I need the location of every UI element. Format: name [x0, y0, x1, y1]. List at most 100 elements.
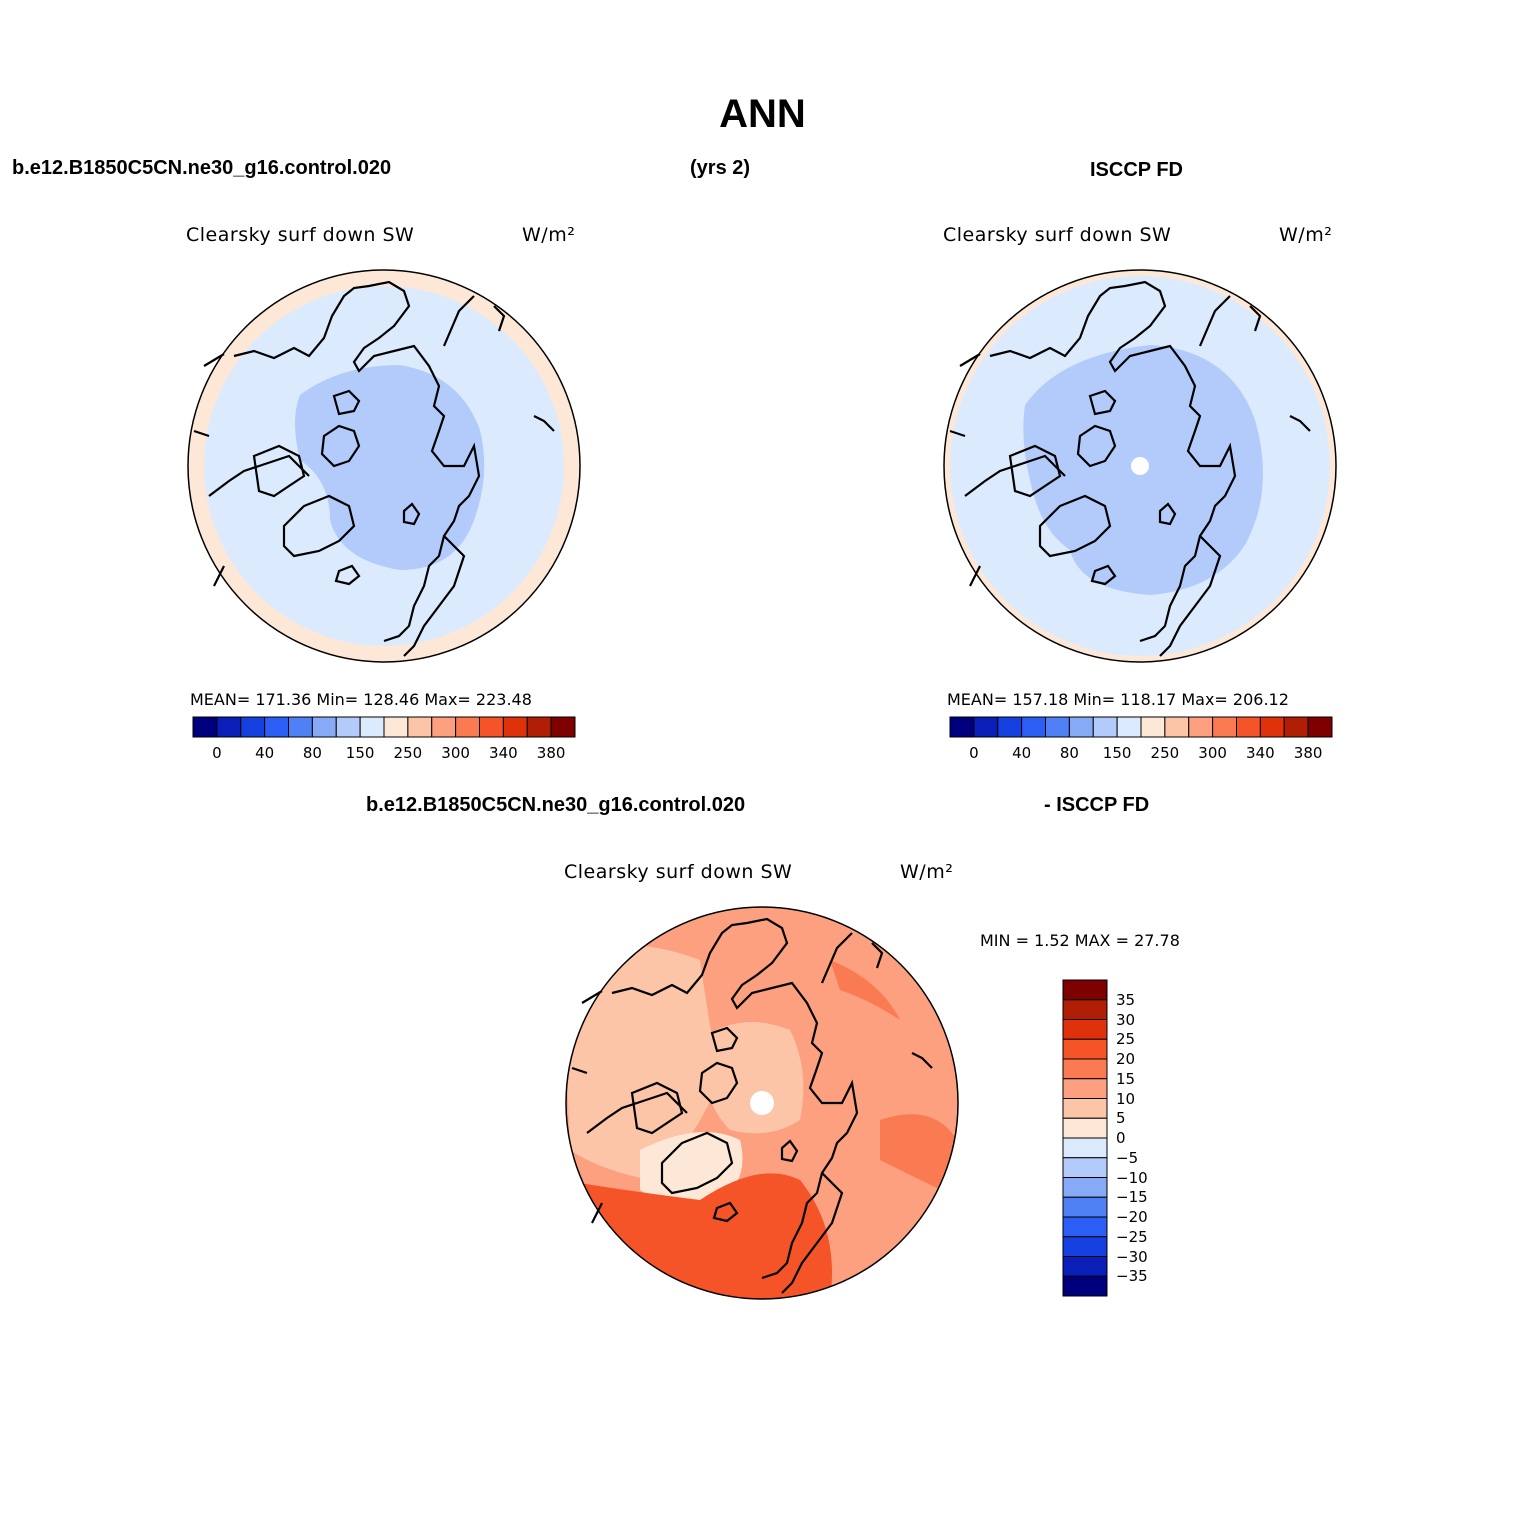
colorbar-swatch — [997, 716, 1023, 738]
colorbar-swatch — [1062, 1038, 1108, 1060]
colorbar-swatch — [431, 716, 457, 738]
colorbar-swatch — [216, 716, 242, 738]
colorbar-tick-label: 250 — [393, 744, 423, 762]
colorbar-swatch — [1140, 716, 1166, 738]
colorbar-swatch — [1068, 716, 1094, 738]
colorbar-tick-label: 5 — [1116, 1109, 1126, 1128]
colorbar-tick-label: 340 — [1246, 744, 1275, 762]
colorbar-swatch — [1062, 1137, 1108, 1159]
colorbar-swatch — [1062, 1019, 1108, 1040]
colorbar-tick-label: −30 — [1116, 1247, 1148, 1266]
colorbar-tick-label: 25 — [1116, 1030, 1136, 1049]
colorbar-swatch — [1062, 1058, 1108, 1080]
colorbar-tick-label: 380 — [536, 744, 566, 762]
colorbar-swatch — [949, 716, 975, 738]
colorbar-tick-label: 40 — [255, 744, 275, 762]
colorbar-tick-label: −35 — [1116, 1267, 1148, 1286]
colorbar-swatch — [1283, 716, 1309, 738]
colorbar-tick-label: 250 — [1150, 744, 1180, 762]
colorbar-swatch — [479, 716, 504, 738]
panel1-colorbar-ticks: 0 40 80 150 250 300 340 380 — [193, 744, 575, 764]
colorbar-swatch — [1062, 979, 1108, 1001]
panel2-units: W/m² — [1279, 224, 1333, 246]
colorbar-tick-label: 300 — [441, 744, 470, 762]
panel2-stats: MEAN= 157.18 Min= 118.17 Max= 206.12 — [947, 690, 1289, 709]
colorbar-swatch — [1188, 716, 1214, 738]
panel1-units: W/m² — [522, 224, 576, 246]
colorbar-swatch — [1062, 1236, 1108, 1257]
panel3-variable-title: Clearsky surf down SW — [564, 861, 793, 883]
panel1-colorbar — [192, 716, 576, 738]
colorbar-swatch — [1062, 1256, 1108, 1277]
colorbar-tick-label: 10 — [1116, 1089, 1136, 1108]
panel1-stats: MEAN= 171.36 Min= 128.46 Max= 223.48 — [190, 690, 532, 709]
colorbar-tick-label: 0 — [969, 744, 979, 762]
panel2-colorbar — [949, 716, 1333, 738]
colorbar-swatch — [1092, 716, 1118, 738]
colorbar-swatch — [1062, 1078, 1108, 1099]
obs-name-header: ISCCP FD — [1090, 159, 1183, 181]
panel3-stats: MIN = 1.52 MAX = 27.78 — [980, 931, 1180, 950]
panel1-variable-title: Clearsky surf down SW — [186, 224, 415, 246]
colorbar-swatch — [1062, 999, 1108, 1020]
colorbar-swatch — [1062, 1216, 1108, 1238]
colorbar-tick-label: 80 — [302, 744, 322, 762]
colorbar-swatch — [335, 716, 361, 738]
diff-case-name-header: b.e12.B1850C5CN.ne30_g16.control.020 — [366, 794, 746, 816]
colorbar-swatch — [455, 716, 480, 738]
colorbar-swatch — [288, 716, 313, 738]
colorbar-swatch — [1062, 1098, 1108, 1119]
colorbar-swatch — [407, 716, 433, 738]
colorbar-swatch — [1062, 1157, 1108, 1178]
colorbar-tick-label: 80 — [1059, 744, 1079, 762]
colorbar-swatch — [1116, 716, 1142, 738]
panel2-variable-title: Clearsky surf down SW — [943, 224, 1172, 246]
colorbar-swatch — [550, 716, 576, 738]
colorbar-swatch — [1021, 716, 1046, 738]
colorbar-tick-label: −25 — [1116, 1227, 1148, 1246]
colorbar-swatch — [1062, 1177, 1108, 1198]
diff-obs-name-header: - ISCCP FD — [1044, 794, 1150, 816]
colorbar-swatch — [1236, 716, 1261, 738]
colorbar-tick-label: 150 — [345, 744, 375, 762]
colorbar-tick-label: 40 — [1012, 744, 1032, 762]
colorbar-swatch — [359, 716, 385, 738]
panel3-colorbar-ticks: 35 30 25 20 15 10 5 0 −5 −10 −15 −20 −25 −30 −35 — [1116, 980, 1176, 1296]
colorbar-tick-label: 0 — [1116, 1129, 1126, 1147]
colorbar-tick-label: 20 — [1116, 1050, 1136, 1068]
colorbar-tick-label: 300 — [1198, 744, 1227, 762]
colorbar-swatch — [1164, 716, 1190, 738]
colorbar-swatch — [1212, 716, 1237, 738]
colorbar-swatch — [240, 716, 266, 738]
case-name-header: b.e12.B1850C5CN.ne30_g16.control.020 — [12, 157, 392, 179]
colorbar-swatch — [973, 716, 999, 738]
page-title: ANN — [719, 92, 806, 136]
colorbar-tick-label: 35 — [1116, 990, 1136, 1009]
colorbar-swatch — [311, 716, 337, 738]
colorbar-swatch — [526, 716, 552, 738]
colorbar-tick-label: 340 — [489, 744, 518, 762]
colorbar-tick-label: −20 — [1116, 1208, 1148, 1226]
colorbar-tick-label: 0 — [212, 744, 222, 762]
colorbar-tick-label: −5 — [1116, 1148, 1139, 1167]
colorbar-swatch — [264, 716, 289, 738]
colorbar-swatch — [1062, 1196, 1108, 1218]
colorbar-tick-label: −15 — [1116, 1188, 1148, 1207]
colorbar-tick-label: 15 — [1116, 1069, 1136, 1088]
years-header: (yrs 2) — [690, 157, 751, 179]
colorbar-swatch — [1062, 1275, 1108, 1297]
colorbar-swatch — [1307, 716, 1333, 738]
panel2-colorbar-ticks: 0 40 80 150 250 300 340 380 — [950, 744, 1332, 764]
colorbar-swatch — [1045, 716, 1070, 738]
colorbar-tick-label: 30 — [1116, 1010, 1136, 1029]
colorbar-swatch — [1062, 1117, 1108, 1139]
colorbar-swatch — [502, 716, 528, 738]
panel3-units: W/m² — [900, 861, 954, 883]
panel3-colorbar — [1062, 979, 1108, 1297]
colorbar-tick-label: 150 — [1102, 744, 1132, 762]
colorbar-swatch — [1259, 716, 1285, 738]
colorbar-tick-label: −10 — [1116, 1168, 1148, 1187]
colorbar-swatch — [192, 716, 218, 738]
colorbar-swatch — [383, 716, 409, 738]
